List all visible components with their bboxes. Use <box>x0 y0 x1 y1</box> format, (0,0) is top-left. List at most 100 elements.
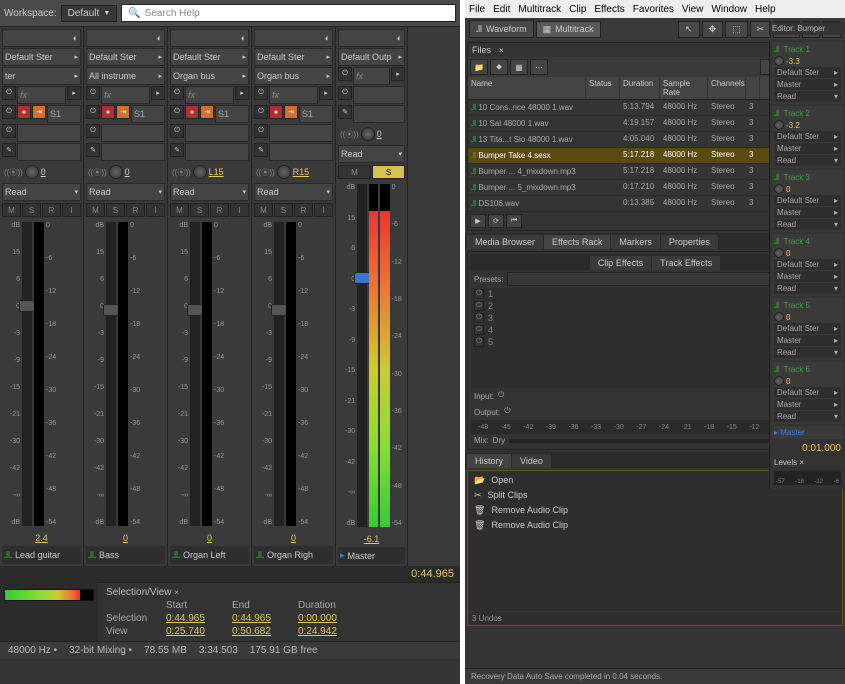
file-col-header[interactable] <box>746 77 760 99</box>
mute-button[interactable]: M <box>338 165 371 179</box>
send-power-button[interactable]: ⏻ <box>170 124 184 138</box>
fader-handle[interactable] <box>187 304 203 316</box>
fx-slot-power[interactable]: ⏻ <box>2 105 16 119</box>
record-arm-button[interactable]: ● <box>185 105 199 119</box>
menu-item-favorites[interactable]: Favorites <box>633 4 674 15</box>
mute-button[interactable]: M <box>170 203 189 217</box>
solo-button[interactable]: S <box>22 203 41 217</box>
file-open-button[interactable]: 📁 <box>470 59 488 75</box>
search-help-input[interactable]: 🔍 Search Help <box>121 4 456 22</box>
volume-knob[interactable] <box>774 120 784 130</box>
close-icon[interactable]: × <box>499 46 504 55</box>
fx-power-button[interactable]: ⏻ <box>2 86 16 100</box>
tool-button[interactable]: ✂ <box>750 21 772 38</box>
gain-value[interactable]: 0 <box>254 531 333 545</box>
solo-button[interactable]: S <box>372 165 405 179</box>
gain-value[interactable]: -3.2 <box>786 121 800 130</box>
volume-knob[interactable] <box>774 248 784 258</box>
fx-slot-power[interactable]: ⏻ <box>86 105 100 119</box>
gain-value[interactable]: 2.4 <box>2 531 81 545</box>
fx-edit-button[interactable]: ▸ <box>391 67 405 81</box>
stop-button[interactable]: ⏮ <box>506 214 522 228</box>
send-slot[interactable] <box>353 86 405 104</box>
input-monitor-button[interactable]: ⇥ <box>284 105 298 119</box>
file-new-button[interactable]: ▦ <box>510 59 528 75</box>
tool-button[interactable]: ↖ <box>678 21 700 38</box>
workspace-dropdown[interactable]: Default▼ <box>61 5 118 22</box>
menu-item-edit[interactable]: Edit <box>493 4 510 15</box>
pan-value[interactable]: 0 <box>377 129 382 139</box>
pan-knob[interactable] <box>193 165 207 179</box>
track-name[interactable]: ᎐⦀᎐ Organ Righ <box>254 546 333 564</box>
record-arm-button[interactable]: ● <box>269 105 283 119</box>
master-dropdown[interactable]: Master▸ <box>774 207 841 218</box>
fader-handle[interactable] <box>103 304 119 316</box>
master-dropdown[interactable]: Master▸ <box>774 399 841 410</box>
menu-item-window[interactable]: Window <box>711 4 747 15</box>
mute-button[interactable]: M <box>2 203 21 217</box>
track-name[interactable]: ᎐⦀᎐ Lead guitar <box>2 546 81 564</box>
view-tab-multitrack[interactable]: ▦Multitrack <box>536 21 601 38</box>
bus-dropdown[interactable]: All instrume▸ <box>86 67 165 85</box>
solo-button[interactable]: S <box>106 203 125 217</box>
bus-dropdown[interactable]: ter▸ <box>2 67 81 85</box>
file-record-button[interactable]: ⬥ <box>490 59 508 75</box>
mute-button[interactable]: M <box>86 203 105 217</box>
history-item[interactable]: 🗑Remove Audio Clip <box>470 503 840 518</box>
record-button[interactable]: R <box>210 203 229 217</box>
sv-value[interactable]: 0:44.965 <box>166 613 226 624</box>
gain-value[interactable]: 0 <box>786 185 790 194</box>
tool-button[interactable]: ⬚ <box>725 21 748 38</box>
automation-mode-dropdown[interactable]: Read▾ <box>86 183 165 201</box>
record-button[interactable]: R <box>294 203 313 217</box>
solo-button[interactable]: S <box>190 203 209 217</box>
mute-button[interactable]: M <box>254 203 273 217</box>
menu-item-clip[interactable]: Clip <box>569 4 586 15</box>
fx-power-button[interactable]: ⏻ <box>338 67 352 81</box>
gain-value[interactable]: 0 <box>786 377 790 386</box>
fx-edit-button[interactable]: ▸ <box>319 86 333 100</box>
power-icon[interactable]: ⏻ <box>474 301 484 311</box>
output-dropdown[interactable]: Default Ster▸ <box>774 131 841 142</box>
fx-slot-power[interactable]: ⏻ <box>170 105 184 119</box>
volume-knob[interactable] <box>774 184 784 194</box>
strip-visibility[interactable]: ◐ <box>254 29 333 47</box>
gain-value[interactable]: -3.3 <box>786 57 800 66</box>
tab-history[interactable]: History <box>467 454 511 468</box>
input-monitor-button[interactable]: ⇥ <box>200 105 214 119</box>
read-dropdown[interactable]: Read▾ <box>774 411 841 422</box>
send-power-button[interactable]: ⏻ <box>86 124 100 138</box>
track-name[interactable]: ᎐⦀ Track 2 <box>774 108 841 119</box>
pan-knob[interactable] <box>109 165 123 179</box>
pan-value[interactable]: R15 <box>293 167 310 177</box>
master-dropdown[interactable]: Master▸ <box>774 143 841 154</box>
menu-item-view[interactable]: View <box>682 4 704 15</box>
output-dropdown[interactable]: Default Ster▸ <box>774 195 841 206</box>
track-name[interactable]: ᎐⦀ Track 4 <box>774 236 841 247</box>
read-dropdown[interactable]: Read▾ <box>774 283 841 294</box>
output-dropdown[interactable]: Default Ster▸ <box>774 259 841 270</box>
send-power-button[interactable]: ⏻ <box>254 124 268 138</box>
fx-edit-button[interactable]: ▸ <box>151 86 165 100</box>
edit-icon[interactable]: ✎ <box>338 105 352 119</box>
gain-value[interactable]: 0 <box>786 313 790 322</box>
bus-dropdown[interactable]: Organ bus▸ <box>170 67 249 85</box>
tab-markers[interactable]: Markers <box>611 235 660 249</box>
fx-edit-button[interactable]: ▸ <box>67 86 81 100</box>
solo-button[interactable]: S <box>274 203 293 217</box>
track-name[interactable]: ▸ Master <box>338 547 405 564</box>
gain-value[interactable]: -6.1 <box>338 532 405 546</box>
track-name[interactable]: ᎐⦀ Track 5 <box>774 300 841 311</box>
input-button[interactable]: I <box>314 203 333 217</box>
master-dropdown[interactable]: Master▸ <box>774 271 841 282</box>
output-dropdown[interactable]: Default Ster▸ <box>774 387 841 398</box>
record-button[interactable]: R <box>42 203 61 217</box>
master-dropdown[interactable]: Master▸ <box>774 79 841 90</box>
sv-value[interactable]: 0:44.965 <box>232 613 292 624</box>
output-dropdown[interactable]: Default Outp▸ <box>338 48 405 66</box>
power-icon[interactable]: ⏻ <box>474 313 484 323</box>
send-slot[interactable] <box>185 143 249 161</box>
send-slot[interactable] <box>17 143 81 161</box>
file-col-header[interactable]: Channels <box>708 77 746 99</box>
send-slot[interactable] <box>17 124 81 142</box>
